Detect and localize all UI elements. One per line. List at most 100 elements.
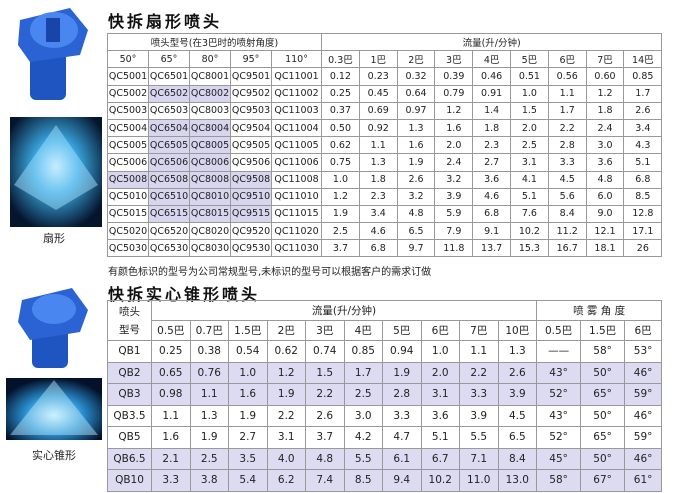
cell: 11.2 <box>547 222 587 241</box>
cell: 0.50 <box>321 118 360 138</box>
cell: 6.7 <box>420 447 460 470</box>
cell: 0.79 <box>434 84 474 103</box>
cell: 8.4 <box>547 204 587 224</box>
column-header: 3巴 <box>434 50 474 69</box>
cell: 5.5 <box>459 426 499 449</box>
cell: QC9504 <box>230 118 272 138</box>
cell: 1.7 <box>623 84 663 103</box>
cell: 18.1 <box>585 239 625 258</box>
cell: QC11030 <box>270 239 323 258</box>
cell: QC6505 <box>148 136 190 155</box>
table-row: QC5010 QC6510 QC8010 QC9510 QC11010 1.2 2.3 3.2… <box>107 187 663 206</box>
cell: 13.7 <box>472 239 512 258</box>
cell: 5.6 <box>547 187 587 206</box>
cell: QC5010 <box>107 187 149 206</box>
cell: 3.2 <box>434 170 474 189</box>
cell: 2.0 <box>434 136 474 155</box>
cell: 1.6 <box>228 383 268 406</box>
cell: 0.62 <box>321 136 360 155</box>
cell: QC8015 <box>189 204 231 224</box>
group-header: 流量(升/分钟) <box>321 32 663 52</box>
cell: 67° <box>580 469 626 492</box>
cell: 0.54 <box>228 340 268 363</box>
cell: 6.5 <box>497 426 538 449</box>
cell: 50° <box>580 361 626 384</box>
cell: 0.76 <box>189 361 229 384</box>
section-title: 快拆扇形喷头 <box>108 12 223 31</box>
cell: 2.2 <box>459 361 499 384</box>
caption: 实心锥形 <box>32 449 76 462</box>
cell: 8.4 <box>497 447 538 470</box>
cell: 5.4 <box>228 469 268 492</box>
cell: 1.3 <box>497 340 538 363</box>
column-header: 1.5巴 <box>580 320 626 341</box>
cell: QC11004 <box>270 118 323 138</box>
cell: 0.37 <box>321 101 360 120</box>
cone-spray-photo <box>6 378 102 440</box>
column-header: 65° <box>148 50 190 69</box>
cell: 0.32 <box>396 67 436 86</box>
cell: 4.7 <box>382 426 422 449</box>
column-header: 95° <box>230 50 272 69</box>
cone-table: 喷头 型号 流量(升/分钟) 喷 雾 角 度 0.5巴 0.7巴 1.5巴 2巴 3巴 4巴 5巴… <box>107 300 663 492</box>
cell: 2.3 <box>358 187 398 206</box>
cell: 2.4 <box>434 153 474 172</box>
cell: 0.69 <box>358 101 398 120</box>
cell: 3.9 <box>497 383 538 406</box>
column-header: 0.3巴 <box>321 50 360 69</box>
cell: 0.23 <box>358 67 398 86</box>
column-header: 0.5巴 <box>151 320 191 341</box>
cell: 3.3 <box>151 469 191 492</box>
cell: QC9501 <box>230 67 272 86</box>
cell: 2.7 <box>228 426 268 449</box>
cell: 3.0 <box>585 136 625 155</box>
cell: 3.1 <box>510 153 549 172</box>
cell: QC5030 <box>107 239 149 258</box>
cell: 3.1 <box>266 426 306 449</box>
cell: 1.1 <box>459 340 499 363</box>
header-row: 喷头型号(在3巴时的喷射角度) 流量(升/分钟) <box>106 32 663 52</box>
cell: QC11015 <box>270 204 323 224</box>
cell: 0.97 <box>396 101 436 120</box>
table-row: QC5015 QC6515 QC8015 QC9515 QC11015 1.9 3.4 4.8… <box>107 204 663 224</box>
cell: 3.4 <box>623 118 663 138</box>
cell: 1.8 <box>472 118 512 138</box>
cell: 59° <box>624 383 663 406</box>
cell: QC5008 <box>107 170 149 189</box>
cell: 1.0 <box>510 84 549 103</box>
cell: 1.1 <box>189 383 229 406</box>
column-header: 1巴 <box>358 50 398 69</box>
cell: —— <box>536 340 582 363</box>
cell: 1.1 <box>358 136 398 155</box>
cell: 3.2 <box>396 187 436 206</box>
cell: 59° <box>624 426 663 449</box>
cell: 6.5 <box>396 222 436 241</box>
table-row: QC5002 QC6502 QC8002 QC9502 QC11002 0.25 0.45 0… <box>107 84 663 103</box>
cell: 3.3 <box>547 153 587 172</box>
column-header: 3巴 <box>305 320 345 341</box>
cell: QC8005 <box>189 136 231 155</box>
cell: 2.2 <box>547 118 587 138</box>
cell: 4.8 <box>585 170 625 189</box>
cell: QC6530 <box>148 239 190 258</box>
cell: 3.1 <box>420 383 460 406</box>
cell: 1.7 <box>547 101 587 120</box>
cell: 12.1 <box>585 222 625 241</box>
cell: 53° <box>624 340 663 363</box>
cell: 3.8 <box>189 469 229 492</box>
cell: 1.9 <box>321 204 360 224</box>
column-header: 110° <box>270 50 323 69</box>
table-row: QB1 0.25 0.38 0.54 0.62 0.74 0.85 0.94 1.0 1.1 1.3… <box>107 340 663 363</box>
cell: 2.0 <box>420 361 460 384</box>
cell: 2.2 <box>266 404 306 427</box>
cell: 2.5 <box>321 222 360 241</box>
cell: 12.8 <box>623 204 663 224</box>
table-row: QC5006 QC6506 QC8006 QC9506 QC11006 0.75 1.3 1.… <box>107 153 663 172</box>
cell: 10.2 <box>420 469 460 492</box>
cell: 4.5 <box>547 170 587 189</box>
cell: QC5020 <box>107 222 149 241</box>
product-images <box>6 8 102 440</box>
cell: 5.1 <box>420 426 460 449</box>
cell: 2.5 <box>189 447 229 470</box>
